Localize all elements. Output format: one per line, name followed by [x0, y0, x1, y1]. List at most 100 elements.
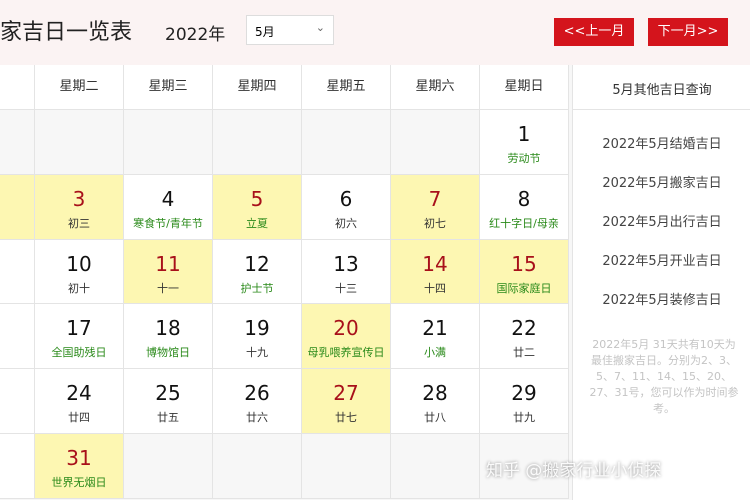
day-note: 寒食节/青年节 — [133, 216, 203, 230]
day-note: 全国助残日 — [51, 346, 107, 360]
day-number: 25 — [155, 381, 181, 406]
day-cell[interactable]: 15 国际家庭日 — [480, 239, 569, 305]
sidebar-note: 2022年5月 31天共有10天为最佳搬家吉日。分别为2、3、5、7、11、14… — [589, 338, 739, 415]
day-note: 廿六 — [246, 411, 268, 425]
day-number: 10 — [66, 251, 92, 276]
day-cell — [0, 434, 35, 499]
day-note: 立夏 — [246, 216, 268, 230]
day-number: 12 — [244, 251, 270, 276]
day-cell[interactable]: 14 十四 — [391, 239, 480, 305]
sidebar-title: 5月其他吉日查询 — [612, 83, 712, 98]
day-number: 14 — [422, 251, 448, 276]
day-cell — [0, 110, 35, 175]
day-note: 劳动节 — [507, 152, 541, 165]
day-cell[interactable]: 12 护士节 — [213, 239, 302, 305]
day-number: 1 — [517, 122, 531, 146]
day-cell[interactable]: 4 寒食节/青年节 — [124, 174, 213, 240]
day-cell[interactable]: 1 劳动节 — [480, 110, 569, 175]
day-cell — [0, 304, 35, 370]
day-cell[interactable]: 21 小满 — [391, 304, 480, 370]
day-note: 初七 — [424, 216, 446, 230]
day-note: 初十 — [68, 281, 90, 295]
day-number: 29 — [511, 381, 537, 406]
day-number: 31 — [66, 446, 92, 470]
day-note: 护士节 — [240, 281, 274, 295]
day-note: 世界无烟日 — [51, 476, 107, 489]
weekday-header: 星期二 — [35, 65, 124, 110]
day-cell — [302, 110, 391, 175]
day-note: 十一 — [157, 281, 179, 295]
day-cell[interactable]: 25 廿五 — [124, 369, 213, 434]
divider — [573, 109, 750, 110]
day-cell[interactable]: 26 廿六 — [213, 369, 302, 434]
day-note: 廿九 — [513, 411, 535, 425]
sidebar-link[interactable]: 2022年5月结婚吉日 — [602, 137, 722, 152]
day-number: 18 — [155, 316, 181, 341]
day-cell[interactable]: 17 全国助残日 — [35, 304, 124, 370]
day-cell — [213, 434, 302, 499]
day-number: 19 — [244, 316, 270, 341]
day-cell[interactable]: 18 博物馆日 — [124, 304, 213, 370]
weekday-header: 星期三 — [124, 65, 213, 110]
day-cell[interactable]: 13 十三 — [302, 239, 391, 305]
day-note: 十四 — [424, 281, 446, 295]
day-number: 6 — [339, 186, 353, 211]
day-cell — [0, 174, 35, 240]
day-note: 初六 — [335, 216, 357, 230]
day-cell[interactable]: 19 十九 — [213, 304, 302, 370]
page-title: 家吉日一览表 — [0, 20, 133, 45]
day-cell[interactable]: 31 世界无烟日 — [35, 434, 124, 499]
day-note: 廿八 — [424, 411, 446, 425]
day-number: 21 — [422, 316, 448, 341]
day-cell[interactable]: 20 母乳喂养宣传日 — [302, 304, 391, 370]
day-note: 廿四 — [68, 411, 90, 425]
day-number: 5 — [250, 186, 264, 211]
sidebar-link[interactable]: 2022年5月搬家吉日 — [602, 176, 722, 191]
watermark: 知乎 @搬家行业小侦探 — [486, 461, 662, 481]
day-cell[interactable]: 29 廿九 — [480, 369, 569, 434]
weekday-header: 星期五 — [302, 65, 391, 110]
day-cell[interactable]: 3 初三 — [35, 174, 124, 240]
day-cell — [302, 434, 391, 499]
day-number: 7 — [428, 186, 442, 211]
day-cell[interactable]: 28 廿八 — [391, 369, 480, 434]
day-cell[interactable]: 6 初六 — [302, 174, 391, 240]
day-cell[interactable]: 7 初七 — [391, 174, 480, 240]
day-cell[interactable]: 5 立夏 — [213, 174, 302, 240]
sidebar-link[interactable]: 2022年5月开业吉日 — [602, 254, 722, 269]
day-number: 27 — [333, 381, 359, 406]
day-cell — [480, 434, 569, 499]
day-number: 24 — [66, 381, 92, 406]
day-note: 十九 — [246, 346, 268, 360]
day-note: 博物馆日 — [146, 346, 190, 360]
day-number: 20 — [333, 316, 359, 341]
day-cell[interactable]: 11 十一 — [124, 239, 213, 305]
day-note: 小满 — [424, 346, 446, 360]
day-cell — [391, 434, 480, 499]
day-cell[interactable]: 22 廿二 — [480, 304, 569, 370]
sidebar-link[interactable]: 2022年5月装修吉日 — [602, 293, 722, 308]
day-number: 17 — [66, 316, 92, 341]
day-cell[interactable]: 8 红十字日/母亲 — [480, 174, 569, 240]
day-cell[interactable]: 27 廿七 — [302, 369, 391, 434]
day-cell — [124, 110, 213, 175]
next-month-button[interactable]: 下一月>> — [648, 18, 728, 46]
day-number: 8 — [517, 186, 531, 211]
month-select[interactable]: 5月 ⌄ — [246, 15, 334, 45]
day-cell — [391, 110, 480, 175]
day-cell — [0, 369, 35, 434]
prev-month-button[interactable]: <<上一月 — [554, 18, 634, 46]
day-cell — [213, 110, 302, 175]
day-number: 4 — [161, 186, 175, 211]
sidebar-link[interactable]: 2022年5月出行吉日 — [602, 215, 722, 230]
day-cell — [124, 434, 213, 499]
day-cell — [35, 110, 124, 175]
day-note: 初三 — [68, 216, 90, 230]
day-number: 13 — [333, 251, 359, 276]
day-cell[interactable]: 24 廿四 — [35, 369, 124, 434]
day-cell — [0, 239, 35, 305]
day-cell[interactable]: 10 初十 — [35, 239, 124, 305]
day-number: 26 — [244, 381, 270, 406]
year-label: 2022年 — [165, 25, 226, 45]
